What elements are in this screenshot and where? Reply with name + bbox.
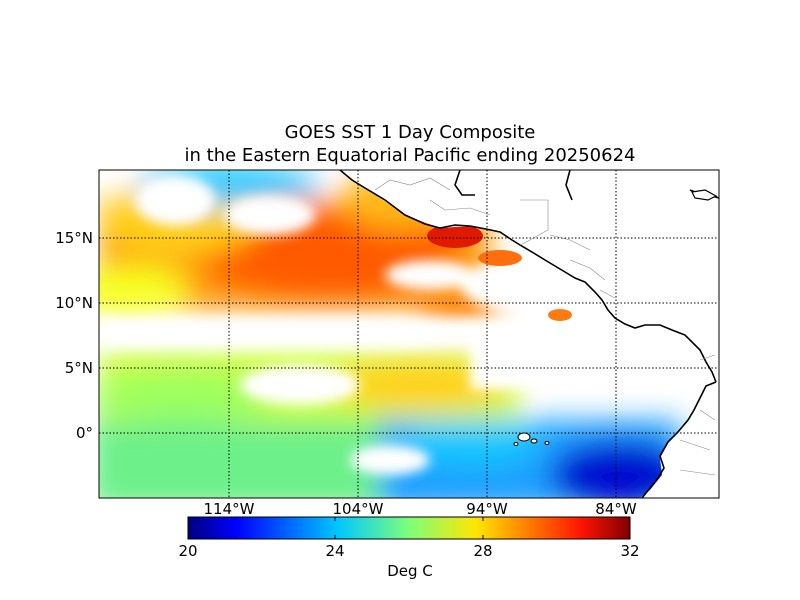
- map-frame: [98, 169, 720, 499]
- lon-label-104w: 104°W: [332, 500, 384, 518]
- lon-label-94w: 94°W: [466, 500, 508, 518]
- graticule: [99, 170, 719, 498]
- country-borders: [374, 177, 716, 476]
- map-subtitle: in the Eastern Equatorial Pacific ending…: [184, 145, 636, 166]
- lon-label-114w: 114°W: [203, 500, 255, 518]
- central-america-landmass: [340, 170, 719, 380]
- lat-label-5n: 5°N: [64, 359, 93, 377]
- colorbar-tick-label: 24: [325, 542, 345, 560]
- caribbean-islands: [691, 189, 718, 201]
- colorbar-tick-label: 20: [178, 542, 198, 560]
- sst-field: [99, 170, 719, 498]
- south-america-landmass: [640, 380, 719, 498]
- colorbar-ticks: [334, 517, 484, 539]
- lat-label-10n: 10°N: [55, 294, 93, 312]
- colorbar: [187, 516, 631, 540]
- map-title: GOES SST 1 Day Composite: [284, 122, 536, 143]
- lat-label-0: 0°: [75, 424, 93, 442]
- colorbar-tick-label: 32: [620, 542, 640, 560]
- colorbar-unit-label: Deg C: [387, 562, 433, 580]
- lat-label-15n: 15°N: [55, 229, 93, 247]
- colorbar-tick-label: 28: [473, 542, 493, 560]
- lon-label-84w: 84°W: [595, 500, 637, 518]
